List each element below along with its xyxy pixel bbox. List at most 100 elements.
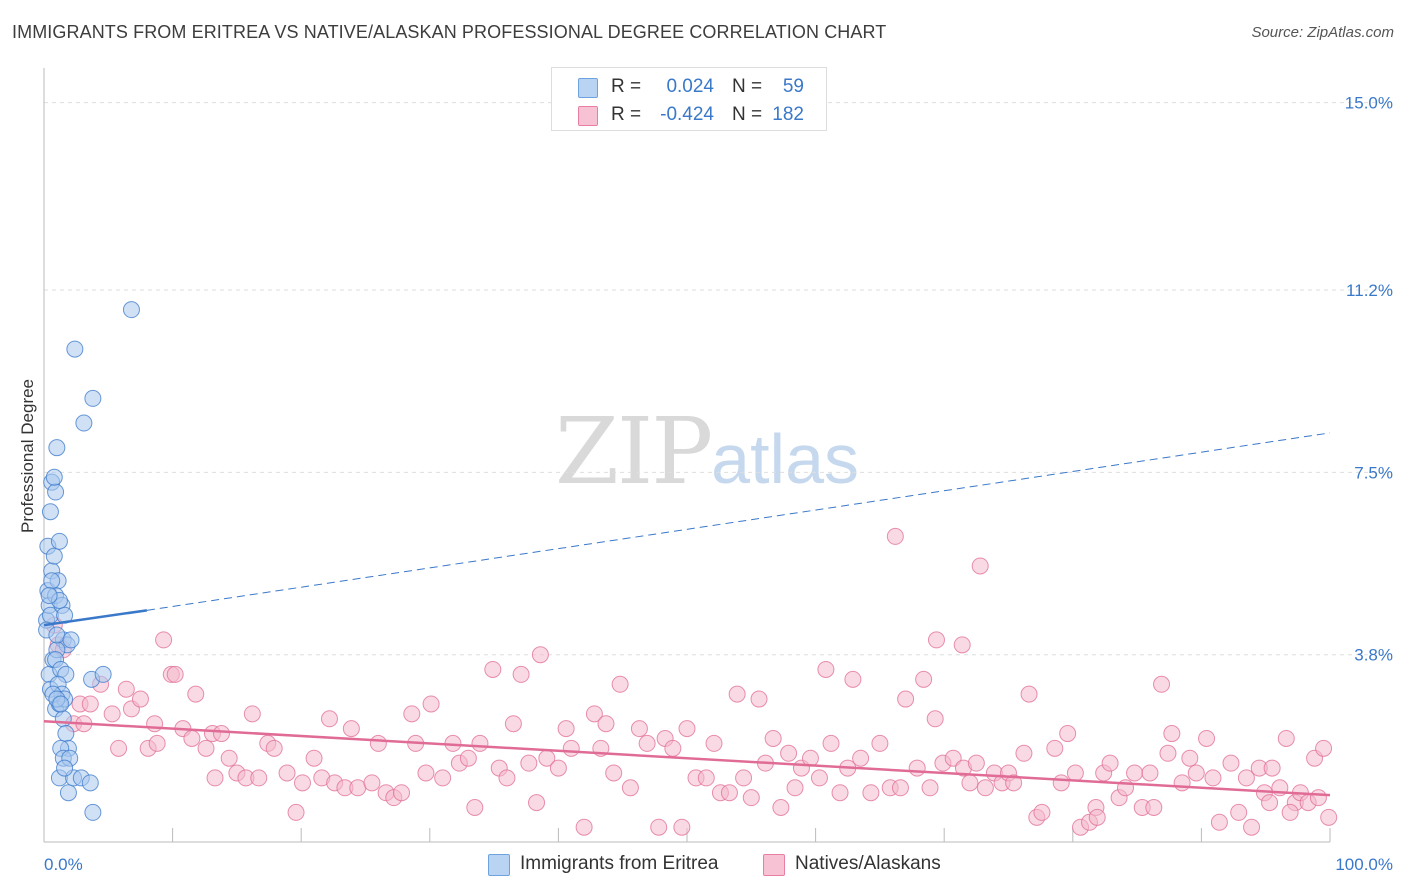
eritrea-trend-extension — [146, 432, 1331, 611]
natives-point — [187, 685, 205, 703]
natives-point — [915, 670, 933, 688]
natives-point — [1309, 789, 1327, 807]
stats-swatch-natives — [578, 106, 598, 126]
natives-point — [110, 739, 128, 757]
natives-point — [772, 798, 790, 816]
natives-point — [908, 759, 926, 777]
natives-point — [852, 749, 870, 767]
eritrea-point — [56, 759, 74, 777]
stats-r-value: 0.024 — [666, 76, 714, 97]
natives-point — [926, 710, 944, 728]
stats-r-label: R = — [611, 104, 642, 125]
watermark-atlas: atlas — [711, 420, 860, 498]
y-tick-label: 3.8% — [1354, 646, 1393, 665]
natives-point — [597, 715, 615, 733]
natives-point — [1222, 754, 1240, 772]
natives-point — [921, 779, 939, 797]
natives-point — [434, 769, 452, 787]
natives-point — [786, 779, 804, 797]
natives-point — [166, 665, 184, 683]
stats-n-label: N = — [732, 104, 763, 125]
natives-point — [1066, 764, 1084, 782]
natives-point — [697, 769, 715, 787]
x-tick-label: 100.0% — [1335, 855, 1393, 874]
natives-point — [742, 789, 760, 807]
natives-point — [1153, 675, 1171, 693]
natives-point — [81, 695, 99, 713]
eritrea-point — [122, 301, 140, 319]
natives-point — [305, 749, 323, 767]
source-label: Source: ZipAtlas.com — [1251, 24, 1394, 41]
eritrea-point — [84, 389, 102, 407]
eritrea-point — [52, 695, 70, 713]
natives-point — [810, 769, 828, 787]
natives-point — [1126, 764, 1144, 782]
natives-point — [557, 720, 575, 738]
natives-point — [1005, 774, 1023, 792]
natives-point — [638, 734, 656, 752]
natives-point — [720, 784, 738, 802]
eritrea-point — [50, 532, 68, 550]
natives-point — [349, 779, 367, 797]
natives-point — [1263, 759, 1281, 777]
watermark: ZIPatlas — [555, 398, 859, 505]
natives-point — [1046, 739, 1064, 757]
natives-point — [293, 774, 311, 792]
natives-point — [1141, 764, 1159, 782]
legend-swatch-natives — [763, 854, 785, 876]
stats-n-value: 59 — [782, 76, 804, 97]
natives-point — [1320, 808, 1338, 826]
natives-point — [673, 818, 691, 836]
natives-point — [971, 557, 989, 575]
natives-point — [197, 739, 215, 757]
natives-point — [728, 685, 746, 703]
natives-point — [1181, 749, 1199, 767]
natives-point — [243, 705, 261, 723]
stats-swatch-eritrea — [578, 78, 598, 98]
natives-point — [148, 734, 166, 752]
natives-point — [817, 660, 835, 678]
legend-label-eritrea: Immigrants from Eritrea — [520, 853, 719, 874]
natives-point — [780, 744, 798, 762]
natives-point — [611, 675, 629, 693]
natives-point — [630, 720, 648, 738]
eritrea-point — [43, 572, 61, 590]
natives-point — [183, 729, 201, 747]
eritrea-point — [84, 803, 102, 821]
legend-swatch-eritrea — [488, 854, 510, 876]
natives-trend-line — [43, 719, 1331, 797]
natives-point — [605, 764, 623, 782]
watermark-zip: ZIP — [555, 398, 713, 505]
natives-point — [562, 739, 580, 757]
stats-n-label: N = — [732, 76, 763, 97]
stats-row-natives: R = -0.424 N = 182 — [552, 102, 826, 130]
natives-point — [927, 631, 945, 649]
stats-r-label: R = — [611, 76, 642, 97]
natives-point — [1163, 725, 1181, 743]
natives-point — [131, 690, 149, 708]
natives-point — [1088, 808, 1106, 826]
natives-point — [822, 734, 840, 752]
eritrea-point — [45, 547, 63, 565]
legend-label-natives: Natives/Alaskans — [795, 853, 941, 874]
chart-title: IMMIGRANTS FROM ERITREA VS NATIVE/ALASKA… — [12, 22, 887, 42]
natives-point — [1033, 803, 1051, 821]
natives-point — [278, 764, 296, 782]
natives-point — [585, 705, 603, 723]
eritrea-point — [57, 725, 75, 743]
natives-point — [871, 734, 889, 752]
natives-point — [953, 636, 971, 654]
eritrea-point — [75, 414, 93, 432]
natives-point — [1237, 769, 1255, 787]
natives-point — [206, 769, 224, 787]
natives-point — [403, 705, 421, 723]
natives-point — [1159, 744, 1177, 762]
natives-point — [897, 690, 915, 708]
natives-point — [1277, 729, 1295, 747]
natives-point — [1261, 794, 1279, 812]
natives-point — [944, 749, 962, 767]
natives-point — [549, 759, 567, 777]
natives-point — [1020, 685, 1038, 703]
natives-point — [886, 527, 904, 545]
